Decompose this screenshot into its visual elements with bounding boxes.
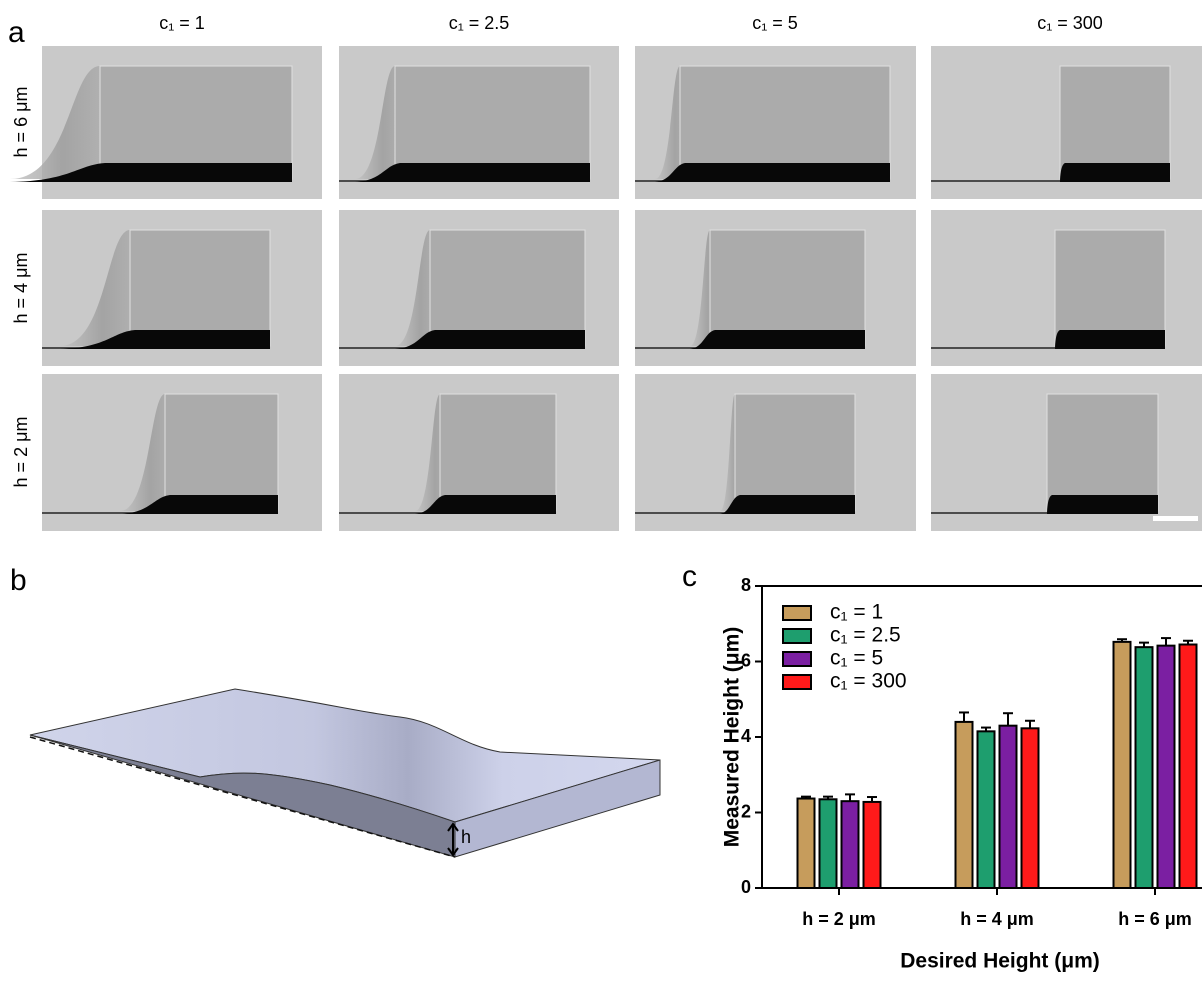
legend-swatch (783, 675, 811, 689)
panel-label: b (10, 564, 27, 597)
dimension-label: h (461, 827, 471, 847)
bar (978, 731, 995, 888)
legend-label: c₁ = 1 (830, 601, 883, 624)
legend-label: c₁ = 5 (830, 647, 883, 670)
sem-image (42, 210, 322, 366)
bar (956, 722, 973, 888)
bar (1180, 645, 1197, 888)
sem-image (931, 374, 1202, 531)
sem-image (10, 46, 322, 199)
sem-block (1047, 394, 1158, 511)
y-tick-label: 4 (741, 726, 751, 746)
sem-shadow (1060, 163, 1170, 182)
sem-block (735, 394, 855, 511)
sem-shadow (655, 163, 890, 182)
sem-shadow (690, 330, 865, 349)
sem-image (339, 374, 619, 531)
legend-swatch (783, 629, 811, 643)
bar (1136, 647, 1153, 888)
y-tick-label: 0 (741, 877, 751, 897)
sem-block (710, 230, 865, 346)
bar (1158, 646, 1175, 888)
panel-label: c (682, 560, 697, 593)
sem-image (931, 210, 1202, 366)
sem-block (100, 66, 292, 179)
bar (798, 799, 815, 888)
sem-image (42, 374, 322, 531)
panel-label: a (8, 16, 25, 49)
row-label: h = 4 μm (11, 253, 31, 324)
sem-shadow (720, 495, 855, 514)
column-label: c₁ = 5 (752, 13, 798, 33)
sem-block (130, 230, 270, 346)
column-label: c₁ = 2.5 (449, 13, 510, 33)
bar-chart: Measured Height (μm) Desired Height (μm)… (721, 575, 1202, 973)
sem-image (931, 46, 1202, 199)
bar (842, 801, 859, 888)
sem-image (635, 374, 916, 531)
sem-block (1060, 66, 1170, 179)
legend-label: c₁ = 2.5 (830, 624, 901, 647)
sem-image (635, 210, 916, 366)
column-label: c₁ = 300 (1037, 13, 1103, 33)
figure: a b c c₁ = 1 c₁ = 2.5 c₁ = 5 c₁ = 300 h … (0, 0, 1202, 978)
bar (1022, 728, 1039, 888)
x-tick-label: h = 4 μm (960, 909, 1034, 929)
sem-shadow (1047, 495, 1158, 514)
sem-block (165, 394, 278, 511)
y-tick-label: 6 (741, 650, 751, 670)
legend-label: c₁ = 300 (830, 670, 907, 693)
x-axis-title: Desired Height (μm) (900, 950, 1100, 973)
bar (864, 802, 881, 888)
sem-image (339, 210, 619, 366)
scale-bar (1153, 516, 1198, 521)
sem-block (430, 230, 585, 346)
row-label: h = 6 μm (11, 87, 31, 158)
row-label: h = 2 μm (11, 417, 31, 488)
y-tick-label: 2 (741, 801, 751, 821)
x-tick-label: h = 2 μm (802, 909, 876, 929)
bar (820, 799, 837, 888)
sem-block (440, 394, 556, 511)
sem-block (680, 66, 890, 179)
sem-shadow (1055, 330, 1165, 349)
bar (1000, 726, 1017, 888)
sem-block (1055, 230, 1165, 346)
y-tick-label: 8 (741, 575, 751, 595)
x-tick-label: h = 6 μm (1118, 909, 1192, 929)
bar (1114, 642, 1131, 888)
column-label: c₁ = 1 (159, 13, 205, 33)
sem-images (10, 46, 1202, 531)
sem-image (339, 46, 619, 199)
slab-diagram: h (30, 689, 660, 857)
legend-swatch (783, 606, 811, 620)
sem-block (395, 66, 590, 179)
legend-swatch (783, 652, 811, 666)
sem-image (635, 46, 916, 199)
